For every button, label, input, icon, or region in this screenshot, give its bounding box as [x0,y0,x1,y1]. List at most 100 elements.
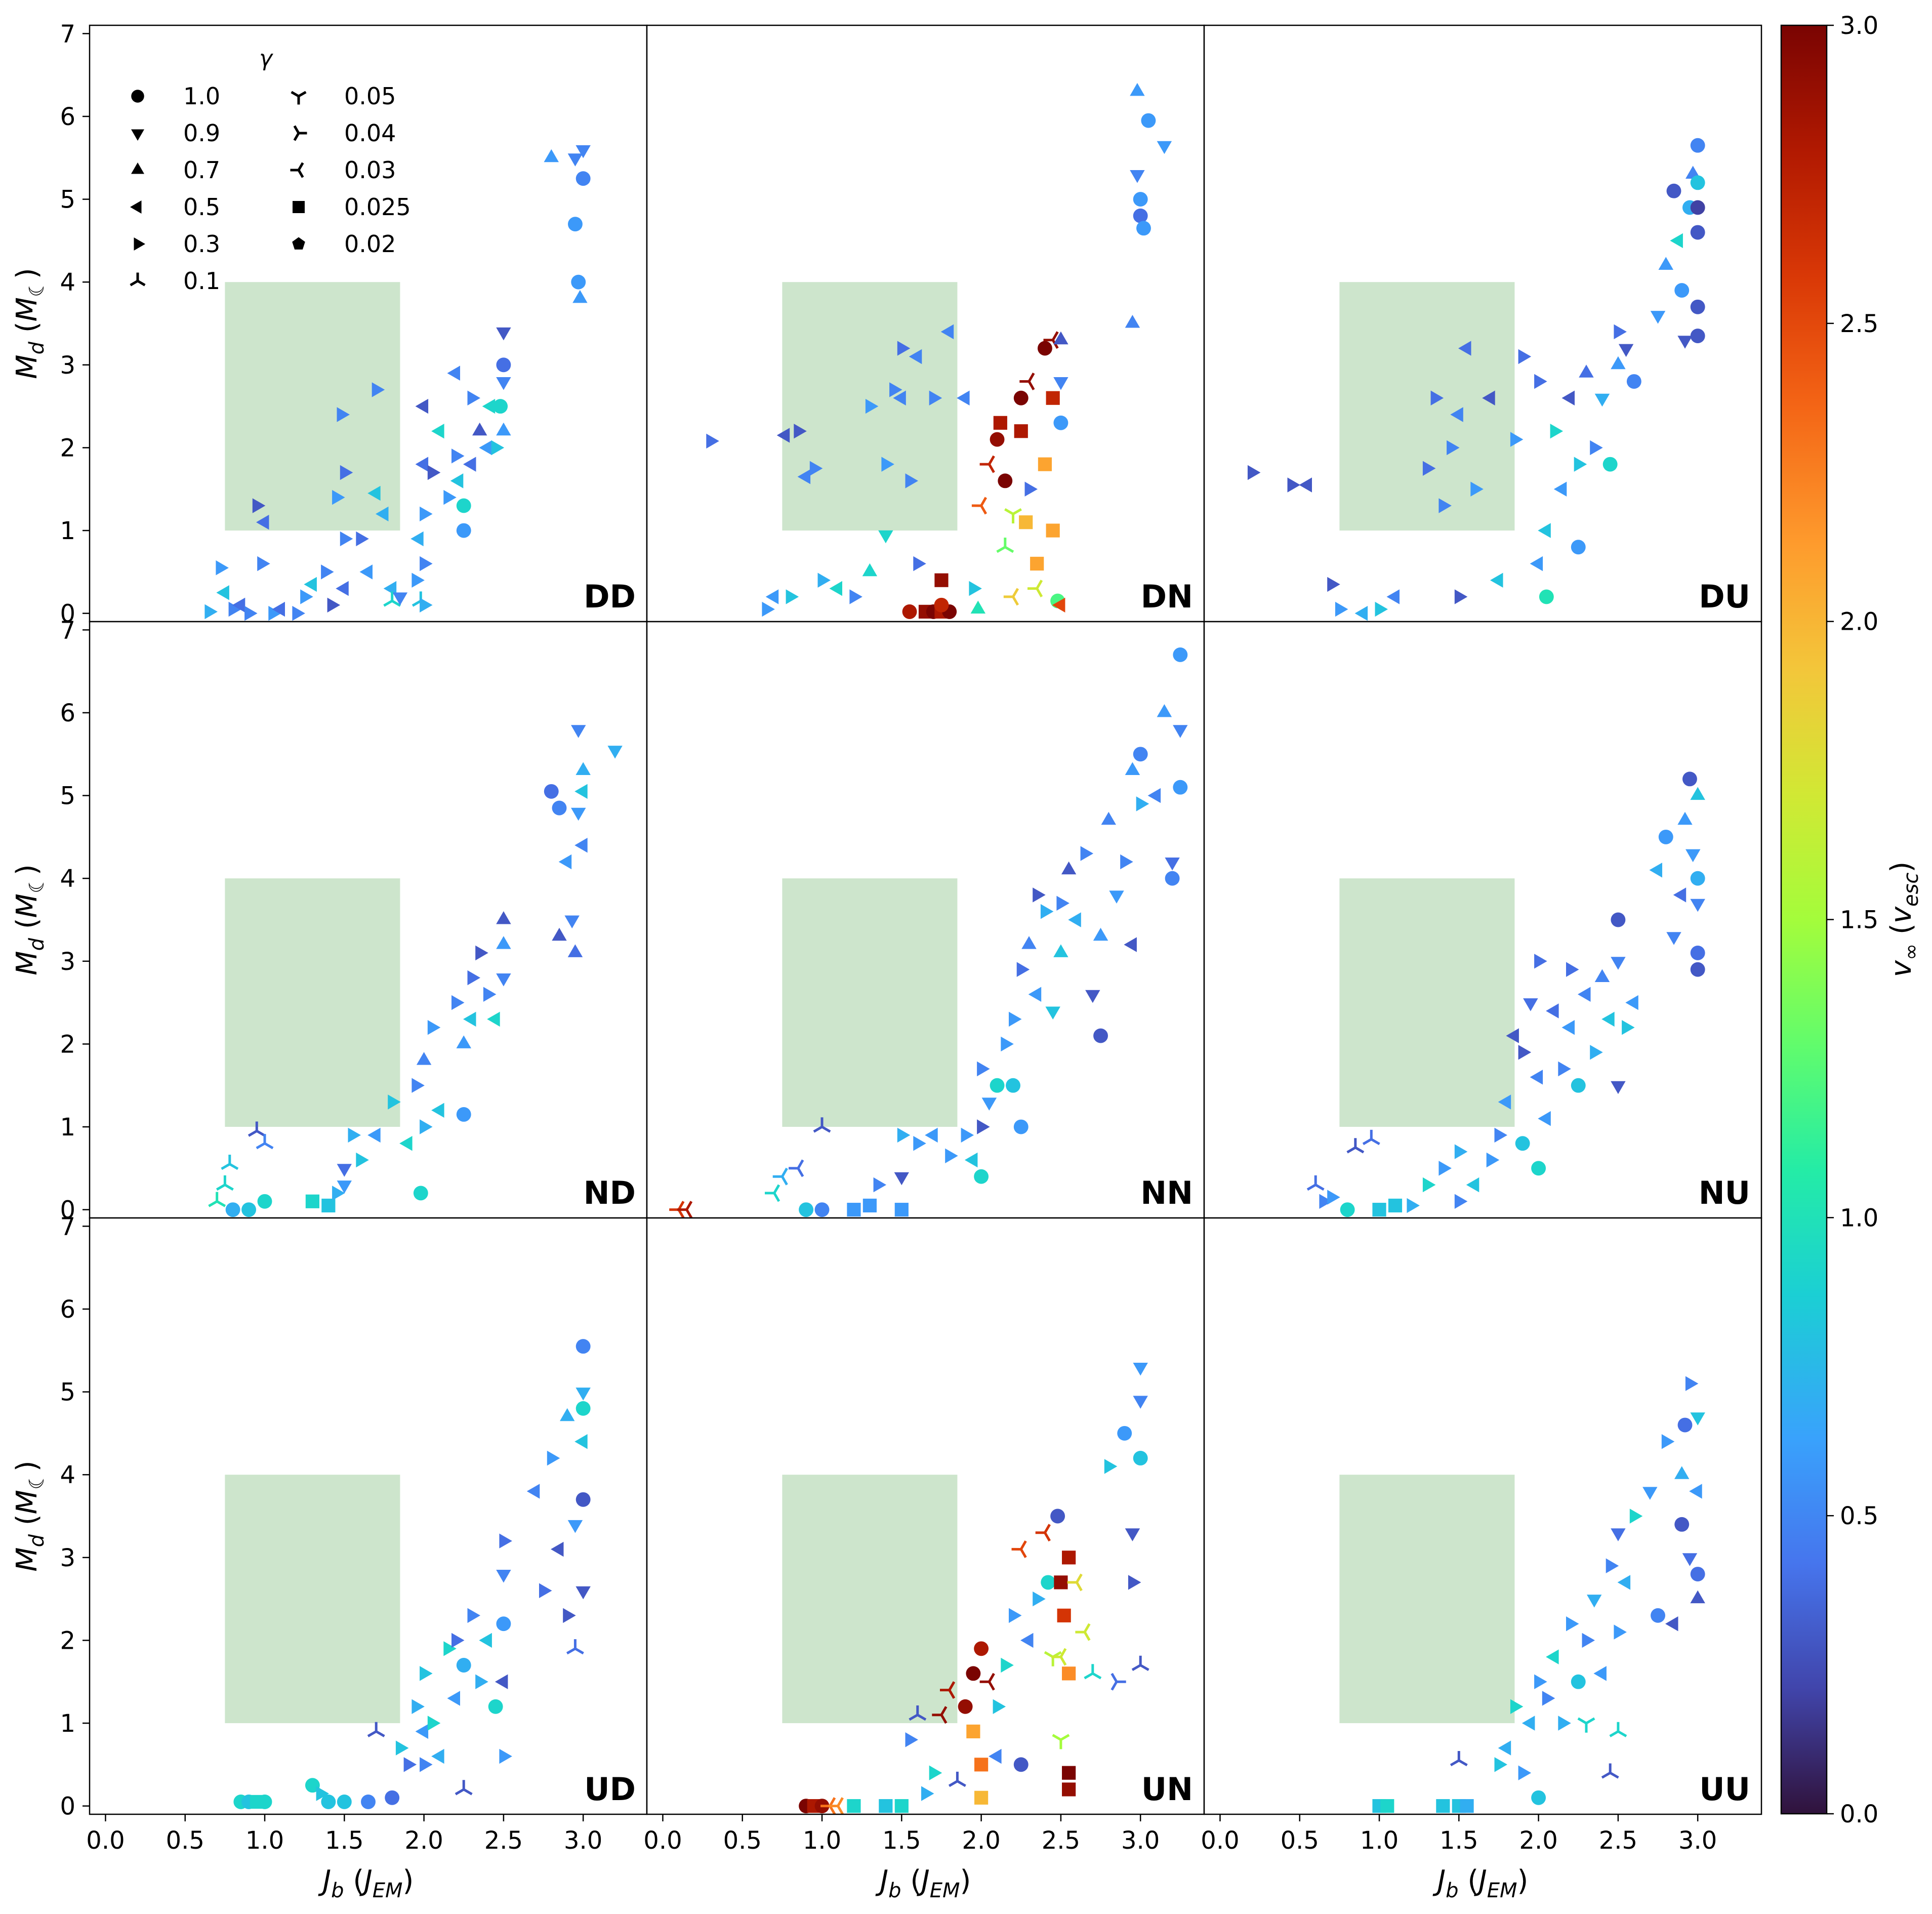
data-point [1130,83,1145,96]
data-point [894,1799,909,1813]
data-point [496,377,511,390]
data-point [1125,1528,1140,1541]
data-point [1593,1666,1607,1681]
data-point [1061,861,1077,875]
data-point [1436,1799,1450,1813]
data-point [1354,605,1368,621]
data-point [1133,208,1148,223]
panel-dn: DN [646,24,1205,623]
data-point [1165,871,1180,886]
data-point [1458,341,1471,356]
y-tick-label: 1 [60,517,75,545]
data-point [412,1699,425,1714]
data-point [496,973,511,987]
data-point [1510,1699,1524,1714]
data-point [1014,424,1028,438]
data-point [1611,1528,1626,1541]
data-point [897,1127,911,1143]
data-point [828,1797,844,1815]
data-point [1037,341,1052,356]
data-point [292,605,305,621]
data-point [367,485,381,501]
data-point [359,564,373,580]
data-point [1494,1757,1507,1772]
legend-marker [130,200,142,214]
data-point [1614,1624,1627,1640]
data-point [413,1186,428,1201]
data-point [1028,987,1042,1002]
data-point [1080,846,1094,861]
data-point [1690,200,1705,215]
data-point [1035,1524,1051,1542]
data-point [552,800,567,816]
data-point [862,563,878,577]
data-point [221,1154,239,1170]
data-point [415,1724,429,1739]
data-point [669,1201,685,1219]
data-point [1534,374,1547,389]
data-point [1454,1194,1468,1209]
data-point [677,1201,693,1219]
data-point [232,597,245,613]
legend-title: γ [259,46,273,71]
data-point [482,398,496,414]
data-point [410,531,424,547]
data-point [940,324,954,340]
data-point [443,1641,457,1656]
data-point [1133,1451,1148,1465]
data-point [929,1765,942,1780]
data-point [499,1748,512,1764]
y-tick-label: 1 [60,1709,75,1738]
data-point [1626,374,1641,389]
data-point [1690,225,1705,240]
legend-marker [291,91,307,105]
x-tick-label: 3.0 [1121,1826,1160,1855]
legend-entry-label: 0.9 [183,119,220,147]
data-point [431,424,444,439]
legend-entry-label: 0.04 [344,119,396,147]
data-point [336,581,349,596]
data-point [1016,962,1030,977]
data-point [1053,377,1068,390]
gamma-legend: γ 1.0 0.9 0.7 0.5 0.3 0.1 0.05 0.04 0.03 0.025 0.0… [130,46,411,295]
data-point [1566,1616,1579,1632]
data-point [929,390,942,405]
data-point [1682,771,1697,787]
data-point [1546,1649,1559,1664]
highlight-region [782,878,958,1127]
data-point [567,1520,583,1533]
scatter-points [1306,771,1705,1217]
data-point [420,506,433,521]
x-tick-label: 0.0 [643,1826,682,1855]
data-point [337,407,350,422]
data-point [1450,407,1463,422]
data-point [252,498,266,513]
data-point [1287,477,1300,493]
data-point [829,581,842,596]
data-point [1587,1595,1602,1608]
data-point [814,1202,830,1217]
colorbar-tick-label: 2.0 [1840,608,1878,636]
data-point [1685,1376,1699,1391]
data-point [977,1061,990,1077]
data-point [300,589,313,604]
scatter-points [669,647,1188,1219]
data-point [392,592,408,605]
data-point [1510,432,1524,447]
data-point [539,1583,552,1598]
data-point [385,1790,400,1805]
colorbar: 0.0 0.5 1.0 1.5 2.0 2.5 3.0 [1780,12,1878,1828]
panel-grid: DD DN DU ND NN NU UD UN UU [89,24,1762,1815]
y-tick-label: 7 [60,1212,75,1241]
y-tick-label: 5 [60,1378,75,1407]
x-tick-label: 0.0 [86,1826,125,1855]
data-point [1611,912,1626,927]
data-point [340,531,353,547]
panel-frame [1203,1217,1762,1815]
data-point [1618,344,1634,357]
data-point [496,911,511,924]
data-point [1677,336,1693,349]
data-point [475,945,488,961]
data-point [388,1094,401,1110]
data-point [1056,895,1070,911]
